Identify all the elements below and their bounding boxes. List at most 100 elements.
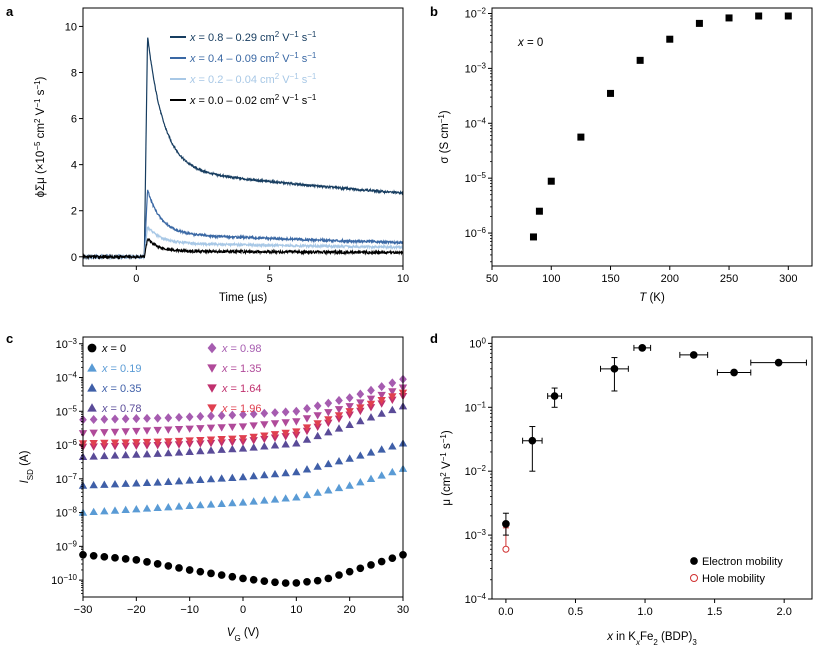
panel-c-point [302,415,312,423]
panel-c-point [239,410,247,420]
panel-b-xtick-label: 300 [779,273,797,285]
panel-c-ytick-label: 10−9 [56,539,78,554]
panel-c-point [388,388,397,396]
panel-b-xtick-label: 50 [486,273,498,285]
panel-c-legend-marker [87,383,97,392]
panel-c-point [324,574,333,583]
panel-d-electron-point [730,368,738,377]
panel-c-legend-label: x = 0.19 [101,363,141,375]
panel-c-point [388,393,397,401]
panel-c-point [292,467,301,476]
panel-c-point [356,389,365,399]
panel-d-points [502,344,807,553]
panel-c-point [110,428,120,437]
panel-c-point [238,423,248,431]
panel-c-point [313,420,322,428]
panel-c-point [142,478,152,487]
panel-b-letter: b [430,4,438,19]
panel-c-point [270,469,280,478]
panel-c-point [153,426,162,435]
panel-b-point [695,19,703,27]
panel-d-legend-label: Hole mobility [702,573,765,585]
panel-c-point [217,445,226,453]
panel-d-legend-label: Electron mobility [702,556,783,568]
panel-c-point [366,400,376,409]
panel-c-point [377,409,386,417]
panel-c-point [132,479,141,487]
panel-a-trace [82,37,404,260]
panel-d-xtick-label: 0.5 [568,606,583,618]
panel-c-point [196,436,205,445]
panel-c-point [324,409,333,417]
panel-c-point [217,411,226,421]
panel-c-point [121,439,130,447]
panel-c-point [228,444,237,453]
panel-c: c −30 −20 −10 0 10 20 30 10−10 10−9 10−8 10−7 10−6 1… [6,331,409,643]
panel-a-xtick-label: 10 [397,273,409,285]
panel-a-xtick-label: 5 [267,273,273,285]
panel-c-point [121,428,130,436]
panel-b-ytick-label: 10−3 [465,61,487,76]
panel-d: d 0.0 0.5 1.0 1.5 2.0 10−4 10−3 10−2 10−1 100 Ele… [430,331,813,647]
panel-a-legend-label: x = 0.2 – 0.04 cm2 V−1 s−1 [189,72,317,87]
panel-c-point [249,443,258,451]
panel-c-point [334,412,344,420]
panel-c-point [313,576,322,585]
panel-c-point [143,413,151,423]
panel-c-point [313,431,322,440]
panel-c-point [270,420,280,428]
panel-d-xtick-label: 0.0 [498,606,513,618]
panel-a-letter: a [6,4,14,19]
panel-c-point [121,479,130,487]
panel-c-point [100,480,109,488]
panel-c-point [281,440,290,448]
panel-c-point [302,465,312,473]
panel-c-point [313,412,322,420]
panel-c-point [217,499,226,507]
panel-c-legend-label: x = 0.78 [101,403,141,415]
panel-b-ytick-label: 10−4 [465,116,487,131]
panel-c-point [175,564,183,572]
panel-c-point [260,421,269,429]
panel-c-point [367,385,375,395]
panel-c-xtick-label: 30 [397,604,409,616]
panel-c-point [174,426,184,434]
panel-c-point [111,414,119,424]
panel-c-point [153,449,162,457]
panel-d-ytick-label: 10−2 [465,464,487,479]
panel-b-point [666,35,674,43]
panel-a-legend: x = 0.8 – 0.29 cm2 V−1 s−1 x = 0.4 – 0.09… [170,30,317,107]
panel-c-point [174,437,184,446]
panel-c-point [377,382,386,392]
panel-c-point [313,488,322,496]
panel-c-point [366,395,376,403]
panel-c-xtick-label: 10 [290,604,302,616]
panel-a-series [82,37,404,261]
panel-d-electron-point [610,364,619,373]
panel-c-point [185,425,194,433]
panel-d-letter: d [430,331,438,346]
panel-a-ytick-label: 8 [71,68,77,80]
panel-c-point [143,558,151,566]
panel-c-point [153,438,162,446]
panel-b-point [755,12,763,20]
panel-c-point [356,399,365,407]
panel-b-ytick-label: 10−6 [465,226,487,241]
panel-c-point [121,450,130,459]
panel-a-legend-label: x = 0.4 – 0.09 cm2 V−1 s−1 [189,51,317,66]
panel-a-trace [82,238,404,261]
panel-c-point [196,567,205,576]
panel-c-point [185,437,194,445]
panel-c-point [100,507,109,515]
panel-c-point [356,451,365,459]
panel-c-point [292,418,301,426]
panel-c-point [356,404,365,412]
panel-c-point [388,442,397,450]
panel-c-point [110,439,120,447]
panel-b-ylabel: σ (S cm−1) [437,110,452,163]
panel-c-legend-marker [207,384,217,393]
panel-c-point [100,552,109,561]
panel-c-point [292,579,301,587]
panel-c-point [303,404,311,414]
